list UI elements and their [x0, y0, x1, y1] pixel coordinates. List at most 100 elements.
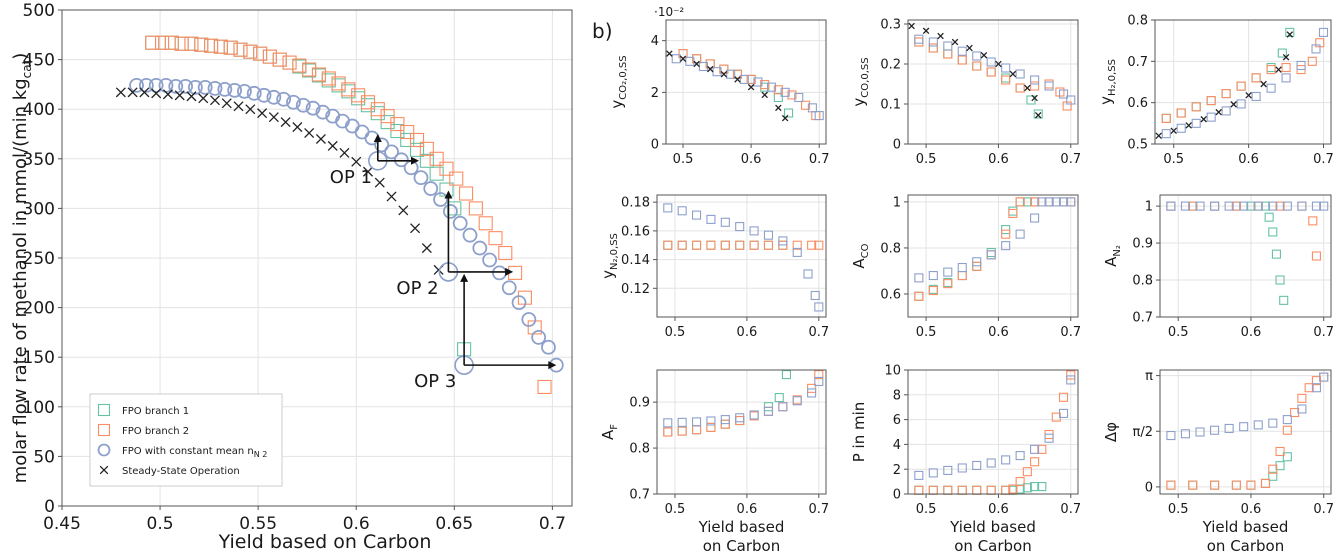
data-point — [1161, 113, 1171, 123]
x-tick-label: 0.7 — [1060, 502, 1081, 517]
plot-area — [657, 370, 826, 494]
arrowhead-up — [373, 134, 382, 142]
data-point — [174, 36, 189, 51]
legend-marker — [99, 465, 109, 475]
x-tick-label: 0.45 — [43, 514, 81, 534]
chart-b3: 0.5 0.6 0.7 0.5 0.6 0.7 0.8 yH₂,0,SS — [1097, 14, 1334, 167]
data-point — [268, 112, 279, 123]
data-point — [266, 89, 282, 105]
data-point — [928, 285, 938, 296]
data-point — [763, 240, 774, 250]
data-point — [774, 393, 784, 403]
data-point — [734, 76, 741, 83]
x-tick-label: 0.6 — [1238, 152, 1259, 167]
legend-box — [89, 393, 283, 487]
data-point — [380, 109, 395, 124]
data-point — [937, 32, 944, 40]
y-axis-label: yCO,0,SS — [850, 57, 871, 106]
data-point — [1166, 430, 1176, 441]
data-point — [986, 458, 996, 468]
data-point — [1282, 452, 1292, 462]
data-point — [1176, 123, 1186, 133]
data-point — [1239, 201, 1249, 211]
data-point — [677, 206, 687, 216]
y-tick-label: 0.9 — [1132, 237, 1153, 252]
x-tick-label: 0.7 — [809, 152, 830, 167]
data-point — [720, 415, 730, 425]
arrowhead-up — [444, 190, 453, 199]
y-tick-label: 450 — [23, 51, 55, 71]
data-point — [197, 79, 213, 95]
y-tick-label: 0.12 — [621, 282, 650, 297]
data-point — [679, 55, 687, 63]
data-point — [1297, 201, 1307, 211]
data-point — [1008, 484, 1018, 494]
data-point — [1319, 201, 1329, 211]
data-point — [1277, 48, 1287, 58]
data-point — [154, 35, 170, 50]
data-point — [393, 152, 409, 168]
data-point — [814, 111, 824, 121]
plot-frame — [1159, 194, 1332, 318]
x-tick-label: 0.7 — [808, 325, 829, 340]
data-point — [1231, 480, 1241, 490]
data-point — [943, 267, 953, 277]
data-point — [775, 104, 782, 112]
plot-frame — [656, 194, 827, 318]
data-point — [187, 79, 203, 95]
y-tick-label: π — [1145, 369, 1153, 384]
data-point — [693, 60, 700, 68]
data-point — [1275, 201, 1285, 211]
data-point — [1251, 73, 1261, 83]
annotation-op3: OP 3 — [414, 273, 557, 392]
data-point — [1022, 467, 1032, 477]
data-point — [449, 171, 464, 186]
x-tick-label: 0.7 — [808, 502, 829, 517]
data-point — [1031, 94, 1038, 102]
data-point — [928, 37, 938, 47]
data-point — [677, 240, 687, 250]
data-point — [1206, 112, 1216, 122]
data-point — [194, 37, 209, 52]
x-tick-label: 0.5 — [1163, 152, 1184, 167]
data-point — [692, 417, 702, 427]
y-tick-label: 0.2 — [880, 58, 901, 73]
x-tick-label: 0.7 — [539, 514, 566, 534]
data-point — [237, 83, 252, 99]
data-point — [1246, 480, 1256, 490]
data-point — [735, 413, 745, 423]
y-axis-label: yCO₂,0,SS — [608, 55, 629, 108]
data-point — [1264, 212, 1274, 222]
data-point — [1311, 201, 1321, 211]
data-point — [1015, 69, 1025, 79]
data-point — [1058, 408, 1069, 418]
data-point — [217, 81, 233, 97]
data-point — [1155, 132, 1162, 139]
data-point — [256, 87, 272, 103]
series-fpo-with-constant-mean-nn2 — [914, 34, 1076, 105]
data-point — [400, 124, 415, 140]
data-point — [1281, 73, 1291, 83]
series-steady-state-operation — [1155, 31, 1294, 139]
data-point — [705, 59, 715, 69]
x-tick-label: 0.6 — [1241, 502, 1262, 517]
y-tick-label: 0.16 — [621, 224, 650, 239]
series-fpo-with-constant-mean-nn2 — [663, 203, 824, 312]
data-point — [245, 104, 256, 115]
data-point — [162, 89, 173, 100]
data-point — [1161, 129, 1171, 139]
data-point — [295, 97, 311, 113]
data-point — [980, 51, 988, 59]
y-tick-label: 8 — [893, 388, 901, 403]
data-point — [1170, 127, 1177, 135]
x-tick-label: 0.6 — [741, 152, 762, 167]
data-point — [1200, 115, 1207, 123]
data-point — [413, 170, 429, 186]
plot-frame — [665, 19, 827, 145]
legend-marker — [97, 443, 111, 457]
data-point — [951, 38, 959, 46]
data-point — [663, 240, 673, 250]
data-point — [1268, 464, 1278, 474]
series-fpo-with-constant-mean-nn2 — [1166, 372, 1329, 441]
data-point — [928, 43, 938, 53]
